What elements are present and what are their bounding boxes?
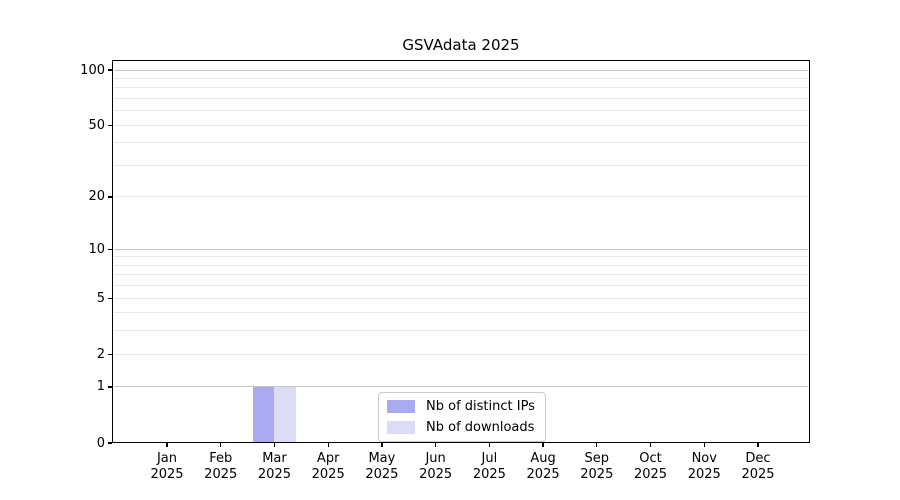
minor-gridline: [114, 110, 808, 112]
x-tick-mark: [649, 443, 652, 447]
x-tick-mark: [381, 443, 383, 447]
minor-gridline: [114, 353, 808, 355]
x-tick-year: 2025: [257, 467, 291, 482]
x-tick-label: Aug 2025: [511, 451, 575, 483]
legend-swatch-downloads-icon: [387, 421, 415, 434]
x-tick-mark: [327, 443, 329, 447]
y-tick-label: 50: [88, 117, 105, 133]
y-tick-mark: [108, 442, 112, 444]
bar-downloads: [274, 386, 296, 442]
x-tick-label: Jul 2025: [457, 451, 521, 483]
y-tick-label: 100: [80, 62, 105, 78]
y-tick-mark: [108, 196, 112, 198]
minor-gridline: [114, 312, 808, 314]
minor-gridline: [114, 297, 808, 299]
x-tick-label: Jun 2025: [404, 451, 468, 483]
y-tick-mark: [108, 69, 112, 71]
y-tick-mark: [108, 386, 112, 388]
legend-label-downloads: Nb of downloads: [426, 420, 535, 435]
y-tick-label: 2: [96, 346, 105, 362]
x-tick-label: Jan 2025: [135, 451, 199, 483]
minor-gridline: [114, 264, 808, 266]
major-gridline: [114, 69, 808, 71]
x-tick-mark: [220, 443, 222, 447]
minor-gridline: [114, 196, 808, 198]
x-tick-mark: [757, 443, 759, 447]
y-tick-label: 5: [96, 290, 105, 306]
x-tick-mark: [488, 443, 490, 447]
x-tick-label: Feb 2025: [189, 451, 253, 483]
x-tick-label: Apr 2025: [296, 451, 360, 483]
x-tick-year: 2025: [311, 467, 345, 482]
x-tick-label: May 2025: [350, 451, 414, 483]
x-tick-mark: [273, 443, 276, 447]
x-tick-year: 2025: [687, 467, 721, 482]
x-tick-label: Sep 2025: [565, 451, 629, 483]
minor-gridline: [114, 142, 808, 144]
x-tick-year: 2025: [472, 467, 506, 482]
x-tick-label: Dec 2025: [726, 451, 790, 483]
x-tick-year: 2025: [204, 467, 238, 482]
minor-gridline: [114, 256, 808, 258]
x-tick-label: Oct 2025: [619, 451, 683, 483]
legend: Nb of distinct IPs Nb of downloads: [378, 392, 546, 442]
minor-gridline: [114, 285, 808, 287]
y-tick-label: 20: [88, 189, 105, 205]
minor-gridline: [114, 164, 808, 166]
y-tick-label: 0: [96, 435, 105, 451]
x-tick-year: 2025: [419, 467, 453, 482]
minor-gridline: [114, 97, 808, 99]
chart-title: GSVAdata 2025: [402, 36, 520, 54]
x-tick-label: Nov 2025: [672, 451, 736, 483]
y-tick-label: 1: [96, 379, 105, 395]
minor-gridline: [114, 77, 808, 79]
legend-item-distinct-ips: Nb of distinct IPs: [387, 398, 535, 415]
x-tick-mark: [542, 443, 544, 447]
y-tick-mark: [108, 297, 112, 299]
x-tick-mark: [434, 443, 437, 447]
x-tick-year: 2025: [741, 467, 775, 482]
minor-gridline: [114, 87, 808, 89]
bar-distinct-ips: [252, 386, 275, 442]
y-tick-mark: [108, 248, 112, 250]
minor-gridline: [114, 124, 808, 126]
x-tick-year: 2025: [365, 467, 399, 482]
y-tick-label: 10: [88, 241, 105, 257]
x-tick-mark: [703, 443, 705, 447]
x-tick-mark: [166, 443, 168, 447]
legend-item-downloads: Nb of downloads: [387, 419, 535, 436]
x-tick-mark: [596, 443, 598, 447]
minor-gridline: [114, 330, 808, 332]
plot-area: [112, 60, 810, 443]
minor-gridline: [114, 274, 808, 276]
legend-label-distinct-ips: Nb of distinct IPs: [426, 399, 535, 414]
legend-swatch-distinct-ips-icon: [387, 400, 415, 413]
x-tick-year: 2025: [580, 467, 614, 482]
y-tick-mark: [108, 353, 112, 355]
x-tick-label: Mar 2025: [242, 451, 306, 483]
x-tick-year: 2025: [150, 467, 184, 482]
x-tick-year: 2025: [526, 467, 560, 482]
major-gridline: [114, 386, 808, 388]
major-gridline: [114, 248, 808, 250]
x-tick-year: 2025: [633, 467, 668, 482]
y-tick-mark: [108, 124, 112, 126]
